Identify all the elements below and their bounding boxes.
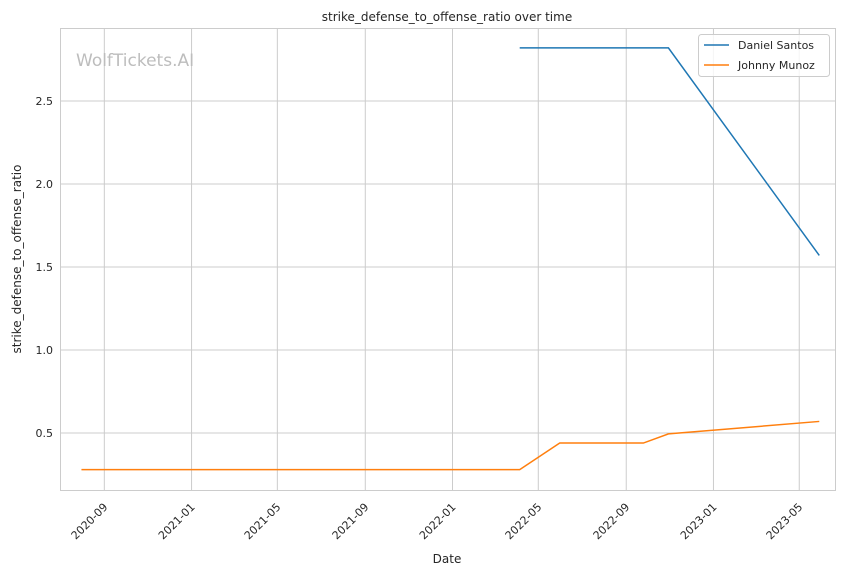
series-line-daniel-santos <box>520 48 820 256</box>
watermark: WolfTickets.AI <box>76 51 194 71</box>
x-tick-label: 2023-05 <box>764 501 806 543</box>
x-tick-label: 2022-09 <box>591 501 633 543</box>
y-axis-label: strike_defense_to_offense_ratio <box>10 165 24 354</box>
legend: Daniel Santos Johnny Munoz <box>699 35 830 77</box>
x-axis-label: Date <box>433 552 462 566</box>
x-tick-label: 2022-01 <box>417 501 459 543</box>
y-tick-label: 2.0 <box>36 178 54 191</box>
legend-label: Johnny Munoz <box>737 59 815 72</box>
x-tick-label: 2020-09 <box>69 501 111 543</box>
series-line-johnny-munoz <box>81 421 819 469</box>
x-tick-label: 2021-09 <box>330 501 372 543</box>
chart-title: strike_defense_to_offense_ratio over tim… <box>322 10 572 24</box>
x-tick-label: 2022-05 <box>503 501 545 543</box>
legend-label: Daniel Santos <box>738 39 814 52</box>
x-tick-label: 2023-01 <box>678 501 720 543</box>
y-tick-label: 1.5 <box>36 261 54 274</box>
x-tick-label: 2021-01 <box>156 501 198 543</box>
x-tick-label: 2021-05 <box>242 501 284 543</box>
y-tick-label: 0.5 <box>36 427 54 440</box>
plot-area <box>61 29 836 491</box>
y-tick-label: 2.5 <box>36 95 54 108</box>
y-tick-label: 1.0 <box>36 344 54 357</box>
